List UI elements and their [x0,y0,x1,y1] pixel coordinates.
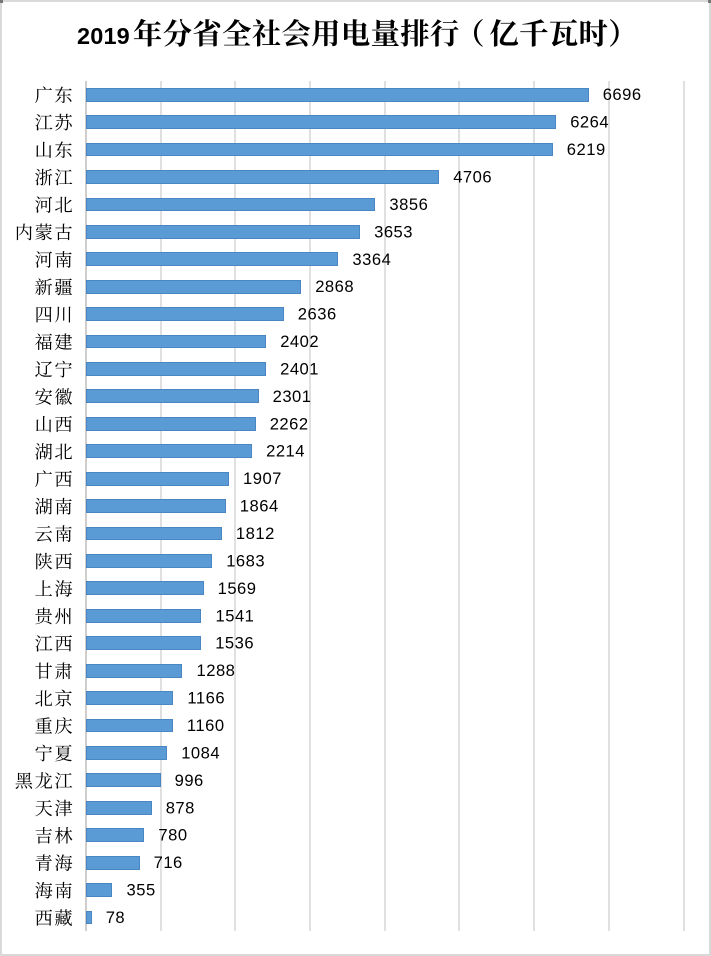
svg-text:1907: 1907 [243,469,282,488]
svg-text:1569: 1569 [218,579,257,598]
svg-text:1864: 1864 [240,497,279,516]
svg-text:878: 878 [166,798,195,817]
svg-text:2019: 2019 [77,23,130,49]
svg-text:2636: 2636 [298,305,337,324]
svg-text:1084: 1084 [181,743,220,762]
svg-text:2262: 2262 [270,414,309,433]
svg-text:1683: 1683 [226,552,265,571]
svg-text:3364: 3364 [352,250,391,269]
svg-text:2868: 2868 [315,277,354,296]
svg-text:2301: 2301 [273,387,312,406]
svg-text:1166: 1166 [187,689,225,708]
svg-text:355: 355 [127,881,156,900]
svg-text:6696: 6696 [603,85,642,104]
svg-text:996: 996 [175,771,204,790]
svg-text:6219: 6219 [567,140,606,159]
svg-text:1541: 1541 [216,606,255,625]
svg-text:78: 78 [106,908,125,927]
svg-text:3653: 3653 [374,222,413,241]
svg-text:3856: 3856 [389,195,428,214]
svg-text:4706: 4706 [453,168,492,187]
svg-text:780: 780 [158,826,187,845]
svg-text:1812: 1812 [236,524,275,543]
svg-text:2401: 2401 [280,360,319,379]
svg-text:716: 716 [154,853,183,872]
svg-text:1288: 1288 [197,661,236,680]
svg-text:6264: 6264 [570,113,609,132]
svg-text:2214: 2214 [266,442,305,461]
svg-text:1160: 1160 [187,716,225,735]
svg-text:2402: 2402 [280,332,319,351]
svg-text:1536: 1536 [215,634,254,653]
